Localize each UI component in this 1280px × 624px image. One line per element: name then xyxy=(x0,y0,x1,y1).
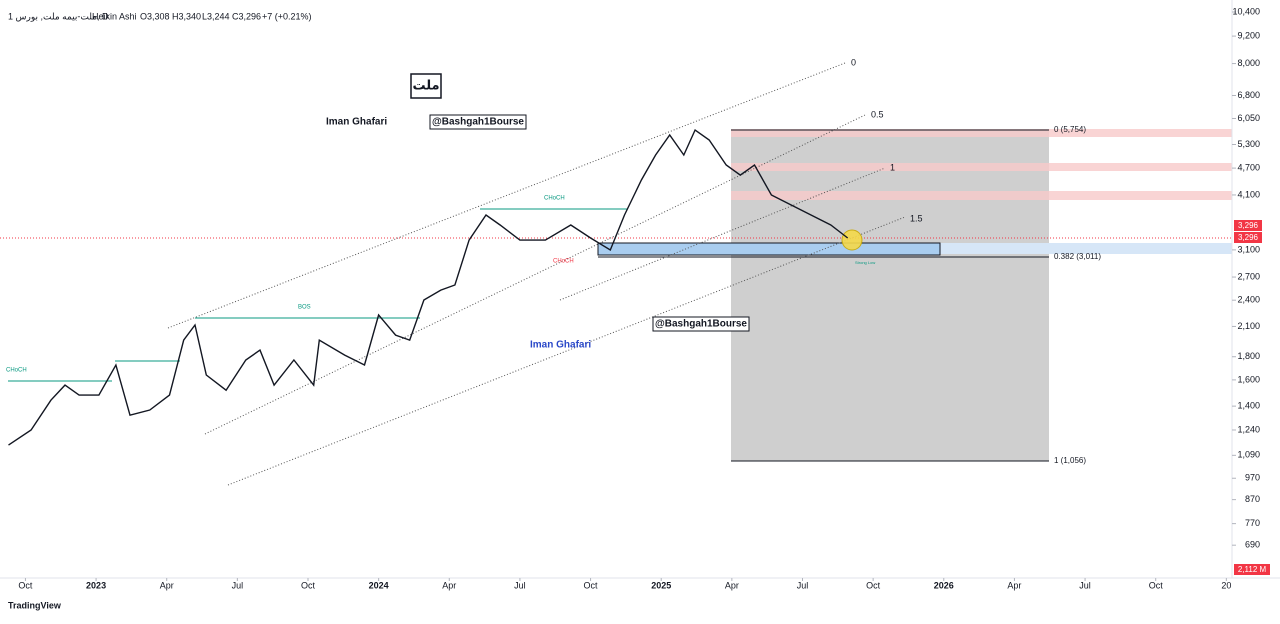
x-tick-label: Apr xyxy=(1007,580,1021,590)
price-line xyxy=(8,128,849,446)
x-tick-label: Apr xyxy=(725,580,739,590)
branding: TradingView xyxy=(8,600,62,610)
volume-badge xyxy=(1234,564,1270,575)
choch-label: CHoCH xyxy=(6,368,27,374)
x-tick-label: Oct xyxy=(866,580,881,590)
structure xyxy=(8,208,628,382)
x-tick-label: 2026 xyxy=(934,580,954,590)
price-badge-text: 3,296 xyxy=(1238,233,1259,242)
x-tick-label: Apr xyxy=(442,580,456,590)
x-tick-label: 2025 xyxy=(651,580,671,590)
y-tick-label: 4,700 xyxy=(1237,162,1260,172)
choch-label: CHoCH xyxy=(544,196,565,202)
handle: @Bashgah1Bourse xyxy=(432,117,524,128)
x-tick-label: 20 xyxy=(1221,580,1231,590)
fib-label: 0.382 (3,011) xyxy=(1054,252,1101,261)
header-change: +7 (+0.21%) xyxy=(262,11,312,21)
channel-label: 1 xyxy=(890,162,895,172)
channel-label: 0.5 xyxy=(871,109,884,119)
demand-zone-ext xyxy=(940,243,1232,254)
channel-label: 1.5 xyxy=(910,213,923,223)
fib-label: 0 (5,754) xyxy=(1054,125,1086,134)
y-tick-label: 1,240 xyxy=(1237,424,1260,434)
price-badge xyxy=(1234,220,1262,231)
y-tick-label: 1,600 xyxy=(1237,374,1260,384)
header-open: O3,308 xyxy=(140,11,170,21)
y-tick-label: 6,050 xyxy=(1237,113,1260,123)
y-tick-label: 870 xyxy=(1245,494,1260,504)
fib-label: 1 (1,056) xyxy=(1054,456,1086,465)
x-tick-label: Oct xyxy=(1149,580,1164,590)
x-tick-label: Jul xyxy=(1079,580,1091,590)
channel xyxy=(167,62,906,486)
y-tick-label: 970 xyxy=(1245,473,1260,483)
header-symbol: 1 ملت-بیمه ملت, بورس, D xyxy=(8,11,109,21)
symbol-box xyxy=(410,73,442,99)
y-tick-label: 2,700 xyxy=(1237,271,1260,281)
handle-box xyxy=(652,316,750,332)
handle: @Bashgah1Bourse xyxy=(655,319,747,330)
supply-zone xyxy=(731,191,1232,200)
y-tick-label: 5,300 xyxy=(1237,139,1260,149)
channel-label: 0 xyxy=(851,57,856,67)
y-tick-label: 2,400 xyxy=(1237,295,1260,305)
author: Iman Ghafari xyxy=(326,117,387,128)
y-tick-label: 8,000 xyxy=(1237,58,1260,68)
channel-line xyxy=(167,62,846,329)
header-low: L3,244 xyxy=(202,11,230,21)
header-style: Heikin Ashi xyxy=(92,11,137,21)
choch-label: CHoCH xyxy=(553,259,574,265)
price-badge xyxy=(1234,232,1262,243)
volume-badge-text: 2,112 M xyxy=(1238,565,1267,574)
highlight xyxy=(841,229,863,251)
channel-line xyxy=(204,114,866,435)
header-high: H3,340 xyxy=(172,11,201,21)
symbol-label: ملت xyxy=(412,77,439,92)
y-tick-label: 2,100 xyxy=(1237,321,1260,331)
y-tick-label: 4,100 xyxy=(1237,189,1260,199)
y-tick-label: 690 xyxy=(1245,540,1260,550)
supply-zone xyxy=(731,129,1232,137)
x-tick-label: Apr xyxy=(160,580,174,590)
y-tick-label: 6,800 xyxy=(1237,90,1260,100)
x-tick-label: Jul xyxy=(232,580,244,590)
y-tick-label: 1,400 xyxy=(1237,401,1260,411)
author-blue: Iman Ghafari xyxy=(530,340,591,351)
y-tick-label: 9,200 xyxy=(1237,30,1260,40)
bos-label: BOS xyxy=(298,305,311,311)
header-close: C3,296 xyxy=(232,11,261,21)
x-tick-label: 2023 xyxy=(86,580,106,590)
channel-line xyxy=(227,216,906,486)
y-tick-label: 3,100 xyxy=(1237,244,1260,254)
strong-low: Strong Low xyxy=(855,260,875,265)
x-tick-label: 2024 xyxy=(369,580,389,590)
x-tick-label: Jul xyxy=(797,580,809,590)
x-tick-label: Oct xyxy=(18,580,33,590)
fib-box xyxy=(731,130,1049,461)
supply-zone xyxy=(731,163,1232,171)
demand-zone xyxy=(597,242,941,256)
handle-box xyxy=(429,114,527,130)
y-tick-label: 10,400 xyxy=(1232,6,1260,16)
plot xyxy=(8,128,849,446)
x-tick-label: Oct xyxy=(584,580,599,590)
y-tick-label: 770 xyxy=(1245,518,1260,528)
x-tick-label: Jul xyxy=(514,580,526,590)
x-tick-label: Oct xyxy=(301,580,316,590)
y-tick-label: 1,090 xyxy=(1237,450,1260,460)
y-tick-label: 1,800 xyxy=(1237,351,1260,361)
price-badge-text: 3,296 xyxy=(1238,221,1259,230)
